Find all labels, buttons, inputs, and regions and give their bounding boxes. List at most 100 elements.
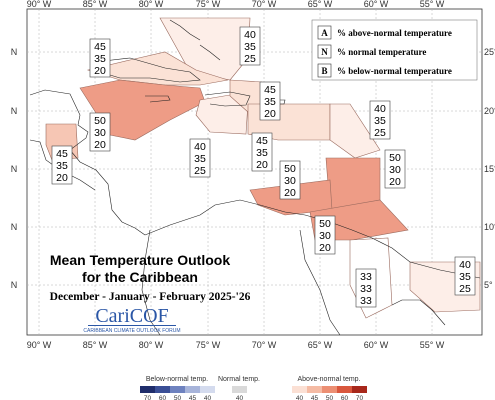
prob-A: 45 xyxy=(94,41,106,53)
colorbar-swatch-below xyxy=(170,386,185,393)
lat-label-left: N xyxy=(11,222,18,232)
prob-N: 35 xyxy=(56,160,68,172)
prob-B: 20 xyxy=(319,242,331,254)
legend-key: A % above-normal temperature N % normal tem… xyxy=(311,19,478,81)
colorbar-tick: 50 xyxy=(174,395,182,400)
lon-label: 85° W xyxy=(83,340,108,350)
lat-label-left: N xyxy=(11,164,18,174)
prob-B: 20 xyxy=(264,108,276,120)
prob-N: 30 xyxy=(284,175,296,187)
prob-N: 35 xyxy=(459,271,471,283)
prob-A: 40 xyxy=(459,259,471,271)
prob-N: 35 xyxy=(244,41,256,53)
colorbar-swatch-below xyxy=(140,386,155,393)
colorbar-swatch-below xyxy=(185,386,200,393)
prob-A: 50 xyxy=(389,152,401,164)
season-label: December - January - February 2025-'26 xyxy=(50,291,251,303)
colorbar-swatch-above xyxy=(292,386,307,393)
key-letter-box xyxy=(317,44,332,59)
prob-A: 40 xyxy=(244,29,256,41)
lon-label: 90° W xyxy=(27,340,52,350)
logo-subtitle: CARIBBEAN CLIMATE OUTLOOK FORUM xyxy=(83,328,180,334)
colorbar-swatch-above xyxy=(322,386,337,393)
colorbar: Below-normal temp. Normal temp. Above-norm… xyxy=(140,376,367,400)
colorbar-tick: 50 xyxy=(326,395,334,400)
prob-B: 25 xyxy=(244,53,256,65)
lon-label: 85° W xyxy=(83,0,108,9)
map-title-line2: for the Caribbean xyxy=(82,269,198,285)
map-title-line1: Mean Temperature Outlook xyxy=(50,252,230,268)
prob-B: 33 xyxy=(360,295,372,307)
prob-N: 35 xyxy=(194,153,206,165)
colorbar-below-label: Below-normal temp. xyxy=(146,376,208,383)
lon-label: 55° W xyxy=(420,0,445,9)
prob-A: 45 xyxy=(264,84,276,96)
key-letter: B xyxy=(321,66,327,76)
lon-label: 60° W xyxy=(364,340,389,350)
caricof-logo: CariCOF CARIBBEAN CLIMATE OUTLOOK FORUM xyxy=(83,305,180,334)
longitude-labels-top: 90° W 85° W 80° W 75° W 70° W 65° W 60° W 55° W xyxy=(27,0,445,9)
prob-N: 35 xyxy=(374,115,386,127)
prob-B: 25 xyxy=(459,283,471,295)
prob-A: 50 xyxy=(319,218,331,230)
lon-label: 90° W xyxy=(27,0,52,9)
key-letter-box xyxy=(317,63,332,78)
prob-A: 50 xyxy=(284,163,296,175)
prob-A: 40 xyxy=(194,141,206,153)
prob-B: 20 xyxy=(56,172,68,184)
colorbar-tick: 40 xyxy=(296,395,304,400)
colorbar-tick: 45 xyxy=(311,395,319,400)
key-letter-box xyxy=(317,25,332,40)
prob-N: 30 xyxy=(389,164,401,176)
lon-label: 70° W xyxy=(252,0,277,9)
prob-N: 35 xyxy=(264,96,276,108)
colorbar-swatch-normal xyxy=(232,386,247,393)
colorbar-above-label: Above-normal temp. xyxy=(297,376,360,383)
region-labels: 4035254535205030204535204035254535204535… xyxy=(51,26,476,308)
prob-A: 50 xyxy=(94,115,106,127)
prob-A: 40 xyxy=(374,103,386,115)
lat-label-left: N xyxy=(11,280,18,290)
key-text: % below-normal temperature xyxy=(337,66,452,76)
lon-label: 55° W xyxy=(420,340,445,350)
colorbar-tick: 40 xyxy=(204,395,212,400)
prob-A: 45 xyxy=(256,135,268,147)
lat-label-right: 20° xyxy=(484,106,495,116)
colorbar-swatch-below xyxy=(155,386,170,393)
lon-label: 75° W xyxy=(196,0,221,9)
lat-label-right: 25° xyxy=(484,47,495,57)
latitude-labels-right: 25° 20° 15° 10° 5° xyxy=(484,47,495,290)
prob-B: 25 xyxy=(374,127,386,139)
prob-N: 30 xyxy=(94,127,106,139)
prob-A: 45 xyxy=(56,148,68,160)
longitude-labels-bottom: 90° W 85° W 80° W 75° W 70° W 65° W 60° W 55° W xyxy=(27,340,445,350)
lon-label: 80° W xyxy=(139,340,164,350)
colorbar-tick: 60 xyxy=(341,395,349,400)
colorbar-normal-label: Normal temp. xyxy=(218,376,260,383)
colorbar-swatch-below xyxy=(200,386,215,393)
colorbar-tick: 70 xyxy=(356,395,364,400)
prob-N: 35 xyxy=(94,53,106,65)
prob-B: 20 xyxy=(256,159,268,171)
colorbar-swatch-above xyxy=(307,386,322,393)
lon-label: 65° W xyxy=(308,340,333,350)
prob-N: 33 xyxy=(360,283,372,295)
colorbar-swatch-above xyxy=(337,386,352,393)
prob-N: 30 xyxy=(319,230,331,242)
colorbar-tick: 40 xyxy=(236,395,244,400)
prob-B: 20 xyxy=(94,65,106,77)
lat-label-right: 15° xyxy=(484,164,495,174)
key-letter: N xyxy=(321,47,328,57)
lon-label: 75° W xyxy=(196,340,221,350)
